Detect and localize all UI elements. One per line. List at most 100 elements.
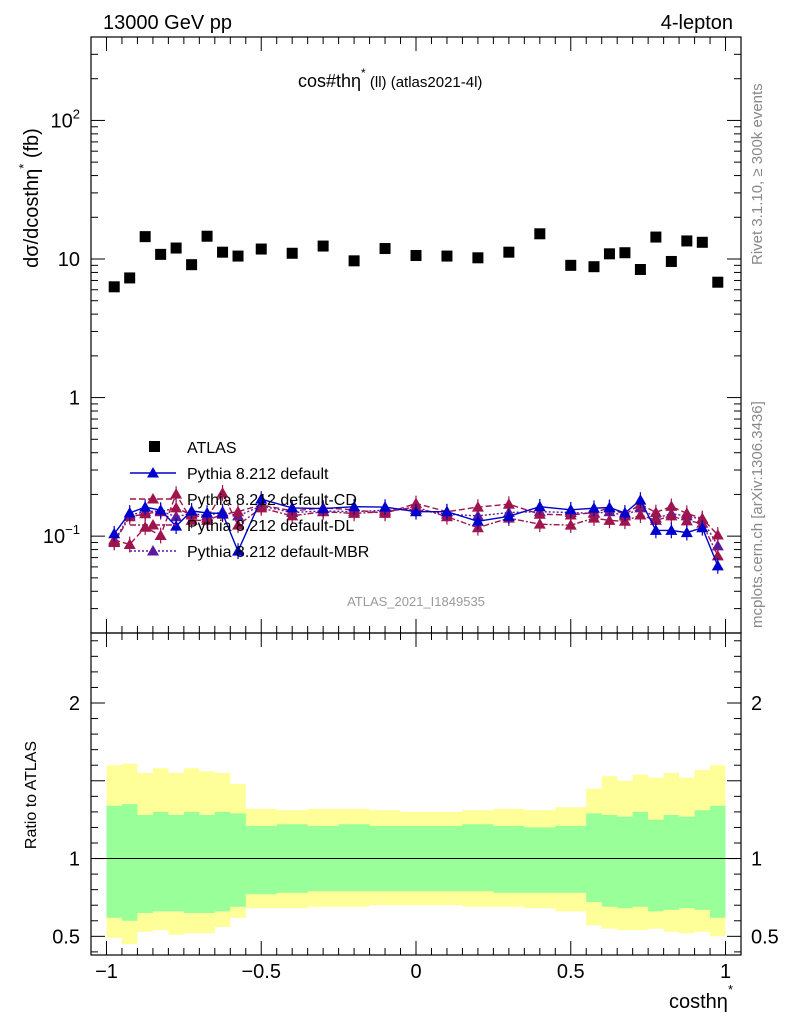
ratio-y-tick-label: 1 bbox=[69, 849, 80, 871]
legend-marker-default bbox=[130, 467, 176, 478]
legend-label-atlas: ATLAS bbox=[187, 440, 237, 457]
y-label-superscript: * bbox=[16, 164, 31, 169]
point-atlas bbox=[255, 243, 267, 255]
point-atlas bbox=[472, 252, 484, 264]
ratio-y-tick-label: 2 bbox=[69, 693, 80, 715]
legend-square-atlas bbox=[149, 441, 160, 452]
point-mbr bbox=[711, 539, 724, 551]
point-default bbox=[502, 510, 515, 521]
point-atlas bbox=[696, 236, 708, 248]
point-cd bbox=[649, 506, 662, 518]
main-y-tick-label: 10 bbox=[58, 249, 80, 271]
point-atlas bbox=[108, 281, 120, 293]
legend-entry-dl: Pythia 8.212 default-DL bbox=[130, 518, 354, 535]
main-series-layer bbox=[108, 228, 724, 574]
x-tick-label: 1 bbox=[720, 961, 731, 983]
point-atlas bbox=[503, 246, 515, 258]
legend-label-mbr: Pythia 8.212 default-MBR bbox=[187, 544, 369, 561]
point-atlas bbox=[170, 242, 182, 254]
main-plot-title: cos#thη* (ll) (atlas2021-4l) bbox=[298, 66, 482, 91]
point-dl bbox=[665, 509, 678, 521]
main-y-tick-exponent: −1 bbox=[65, 522, 80, 537]
main-y-tick-base: 10 bbox=[51, 110, 73, 132]
point-default bbox=[154, 504, 167, 515]
point-cd bbox=[123, 538, 136, 550]
point-default bbox=[618, 506, 631, 518]
point-default bbox=[123, 506, 136, 518]
point-default bbox=[680, 526, 693, 538]
point-default bbox=[201, 506, 214, 518]
point-default bbox=[317, 502, 330, 514]
main-y-tick-base: 1 bbox=[69, 388, 80, 410]
point-default bbox=[286, 501, 299, 513]
point-atlas bbox=[665, 255, 677, 267]
point-atlas bbox=[139, 231, 151, 243]
point-cd bbox=[232, 505, 245, 517]
point-default bbox=[603, 501, 616, 512]
point-dl bbox=[232, 519, 245, 530]
point-atlas bbox=[441, 250, 453, 262]
legend-marker-cd bbox=[130, 493, 176, 504]
point-dl bbox=[216, 486, 229, 498]
ratio-uncertainty-bands bbox=[91, 763, 741, 945]
point-default bbox=[170, 520, 183, 531]
legend-triangle-cd bbox=[147, 493, 159, 504]
y-label-unit: (fb) bbox=[21, 128, 43, 164]
point-atlas bbox=[348, 255, 360, 267]
point-default bbox=[348, 500, 361, 512]
x-tick-label: 0 bbox=[410, 961, 421, 983]
point-cd bbox=[696, 512, 709, 524]
ratio-y-tick-label: 0.5 bbox=[52, 926, 80, 948]
point-dl bbox=[170, 501, 183, 513]
point-mbr bbox=[170, 510, 183, 522]
point-atlas bbox=[317, 240, 329, 252]
point-atlas bbox=[534, 228, 546, 240]
point-cd bbox=[502, 498, 515, 509]
x-axis-label: costhη* bbox=[669, 982, 733, 1013]
point-default bbox=[471, 515, 484, 526]
main-y-tick-label: 102 bbox=[51, 106, 80, 132]
main-y-tick-base: 10 bbox=[43, 526, 65, 548]
point-dl bbox=[564, 519, 577, 530]
mcplots-reference-label: mcplots.cern.ch [arXiv:1306.3436] bbox=[749, 401, 766, 628]
legend-triangle-mbr bbox=[147, 545, 159, 556]
legend-entry-atlas: ATLAS bbox=[149, 440, 237, 457]
legend-label-cd: Pythia 8.212 default-CD bbox=[187, 492, 357, 509]
point-default bbox=[564, 503, 577, 515]
point-default bbox=[634, 494, 647, 505]
analysis-watermark: ATLAS_2021_I1849535 bbox=[347, 594, 485, 609]
point-atlas bbox=[588, 261, 600, 273]
ratio-y-axis-label: Ratio to ATLAS bbox=[23, 741, 40, 849]
main-y-tick-label: 10−1 bbox=[43, 522, 80, 548]
header-final-state-label: 4-lepton bbox=[661, 12, 733, 34]
point-default bbox=[696, 521, 709, 533]
ratio-band-inner bbox=[106, 804, 726, 921]
x-tick-label: 0.5 bbox=[557, 961, 585, 983]
legend-label-dl: Pythia 8.212 default-DL bbox=[187, 518, 354, 535]
point-cd bbox=[170, 488, 183, 499]
point-atlas bbox=[681, 235, 693, 247]
main-y-tick-label: 1 bbox=[69, 388, 80, 410]
point-atlas bbox=[603, 248, 615, 260]
point-cd bbox=[471, 501, 484, 512]
ratio-y-tick-label-right: 1 bbox=[751, 849, 762, 871]
point-dl bbox=[634, 509, 647, 520]
x-tick-label: −1 bbox=[95, 961, 118, 983]
point-dl bbox=[603, 514, 616, 525]
point-atlas bbox=[232, 250, 244, 262]
legend-entry-default: Pythia 8.212 default bbox=[130, 466, 329, 483]
x-label-superscript: * bbox=[728, 982, 733, 997]
legend: ATLAS Pythia 8.212 default Pythia 8.212 … bbox=[130, 440, 369, 561]
main-y-tick-base: 10 bbox=[58, 249, 80, 271]
point-atlas bbox=[410, 249, 422, 261]
point-default bbox=[255, 493, 268, 504]
point-atlas bbox=[201, 230, 213, 242]
point-default bbox=[139, 501, 152, 512]
point-default bbox=[185, 504, 198, 516]
point-atlas bbox=[650, 231, 662, 243]
title-main-text: cos#thη bbox=[298, 71, 361, 91]
point-cd bbox=[154, 529, 167, 541]
series-default bbox=[108, 491, 724, 574]
x-tick-label: −0.5 bbox=[241, 961, 280, 983]
